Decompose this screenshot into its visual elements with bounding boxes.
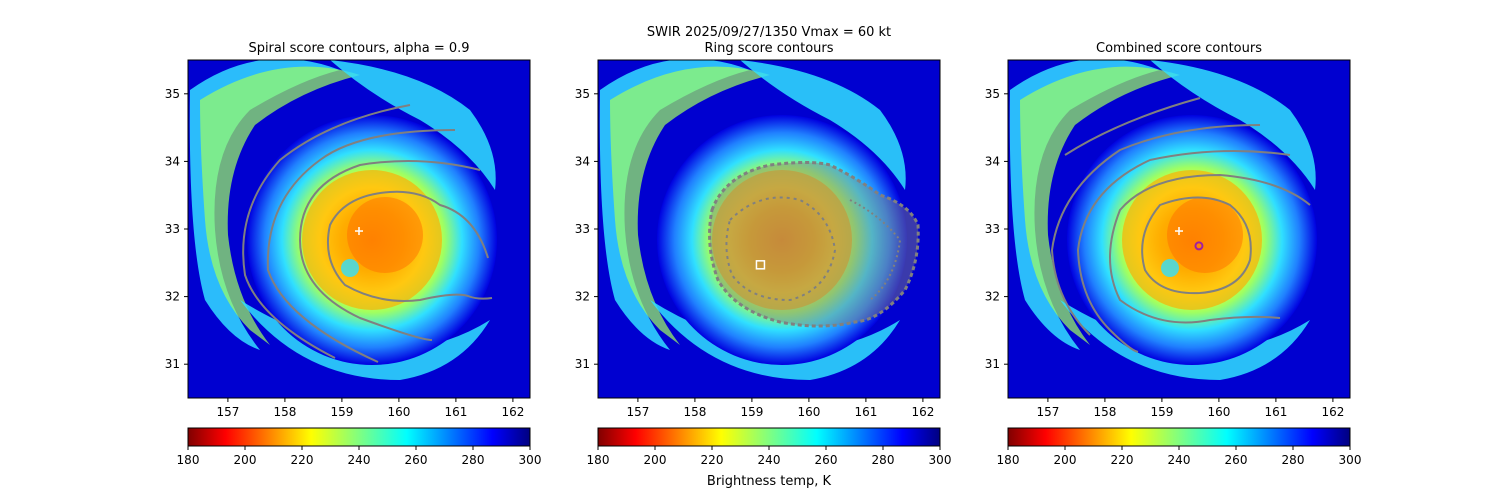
x-tick-label: 157	[216, 405, 239, 419]
y-tick-label: 31	[575, 357, 590, 371]
axis-ticks: 157 158 159 160 161 162 31 32 33 34 35	[165, 87, 525, 419]
panel-title: Spiral score contours, alpha = 0.9	[248, 41, 469, 56]
y-tick-label: 34	[575, 154, 590, 168]
y-tick-label: 33	[985, 222, 1000, 236]
colorbar-tick-label: 220	[291, 453, 314, 467]
colorbar-tick-label: 280	[872, 453, 895, 467]
y-tick-label: 32	[165, 290, 180, 304]
combined-contours	[1050, 97, 1311, 353]
y-tick-label: 31	[985, 357, 1000, 371]
center-marker-square	[755, 260, 766, 270]
panel-title: Ring score contours	[704, 41, 833, 56]
colorbar-tick-label: 240	[1168, 453, 1191, 467]
x-tick-label: 158	[1093, 405, 1116, 419]
y-tick-label: 35	[575, 87, 590, 101]
x-tick-label: 157	[1036, 405, 1059, 419]
colorbar-tick-label: 200	[644, 453, 667, 467]
x-tick-label: 159	[740, 405, 763, 419]
panel-spiral: Spiral score contours, alpha = 0.9 157 15…	[165, 41, 542, 467]
colorbar-tick-label: 260	[405, 453, 428, 467]
colorbar-tick-label: 220	[701, 453, 724, 467]
x-tick-label: 162	[1321, 405, 1344, 419]
y-tick-label: 32	[575, 290, 590, 304]
colorbar-label: Brightness temp, K	[707, 474, 832, 489]
x-tick-label: 158	[683, 405, 706, 419]
combined-circle	[1194, 241, 1204, 251]
colorbar-tick-label: 200	[234, 453, 257, 467]
colorbar-tick-label: 180	[997, 453, 1020, 467]
spiral-contours	[242, 104, 493, 363]
y-tick-label: 33	[575, 222, 590, 236]
figure-suptitle: SWIR 2025/09/27/1350 Vmax = 60 kt	[647, 25, 891, 40]
axis-ticks: 157 158 159 160 161 162 31 32 33 34 35	[575, 87, 935, 419]
colorbar-tick-label: 300	[1339, 453, 1362, 467]
colorbar-tick-label: 180	[177, 453, 200, 467]
y-tick-label: 34	[985, 154, 1000, 168]
colorbar-tick-label: 240	[348, 453, 371, 467]
satellite-image	[598, 60, 940, 398]
axis-ticks: 157 158 159 160 161 162 31 32 33 34 35	[985, 87, 1345, 419]
x-tick-label: 159	[330, 405, 353, 419]
x-tick-label: 160	[387, 405, 410, 419]
panel-ring: Ring score contours 157 158 159 160 161 162 31…	[575, 41, 952, 489]
y-tick-label: 35	[165, 87, 180, 101]
x-tick-label: 160	[1207, 405, 1230, 419]
x-tick-label: 161	[444, 405, 467, 419]
panel-combined: Combined score contours 157 158 159 160 161 1…	[985, 41, 1362, 467]
colorbar-tick-label: 300	[929, 453, 952, 467]
colorbar-tick-label: 200	[1054, 453, 1077, 467]
x-tick-label: 161	[854, 405, 877, 419]
x-tick-label: 161	[1264, 405, 1287, 419]
colorbar-tick-label: 220	[1111, 453, 1134, 467]
center-marker-plus	[1175, 227, 1183, 236]
colorbar-tick-label: 180	[587, 453, 610, 467]
y-tick-label: 31	[165, 357, 180, 371]
x-tick-label: 162	[501, 405, 524, 419]
satellite-image	[1008, 60, 1350, 398]
x-tick-label: 160	[797, 405, 820, 419]
colorbar-tick-label: 240	[758, 453, 781, 467]
colorbar-tick-label: 260	[815, 453, 838, 467]
combined-center-circle	[1194, 241, 1204, 251]
y-tick-label: 32	[985, 290, 1000, 304]
center-square	[755, 260, 766, 270]
satellite-image	[188, 60, 530, 398]
colorbar	[597, 427, 941, 447]
colorbar-tick-label: 280	[1282, 453, 1305, 467]
y-tick-label: 33	[165, 222, 180, 236]
center-marker-plus	[355, 227, 363, 236]
x-tick-label: 159	[1150, 405, 1173, 419]
y-tick-label: 34	[165, 154, 180, 168]
colorbar-ticks: 180 200 220 240 260 280 300	[587, 446, 952, 467]
panel-title: Combined score contours	[1096, 41, 1262, 56]
colorbar-ticks: 180 200 220 240 260 280 300	[177, 446, 542, 467]
colorbar-tick-label: 300	[519, 453, 542, 467]
colorbar-ticks: 180 200 220 240 260 280 300	[997, 446, 1362, 467]
colorbar	[1007, 427, 1351, 447]
y-tick-label: 35	[985, 87, 1000, 101]
x-tick-label: 157	[626, 405, 649, 419]
colorbar-tick-label: 280	[462, 453, 485, 467]
colorbar-tick-label: 260	[1225, 453, 1248, 467]
x-tick-label: 158	[273, 405, 296, 419]
ring-contour-region	[708, 161, 920, 328]
x-tick-label: 162	[911, 405, 934, 419]
colorbar	[187, 427, 531, 447]
